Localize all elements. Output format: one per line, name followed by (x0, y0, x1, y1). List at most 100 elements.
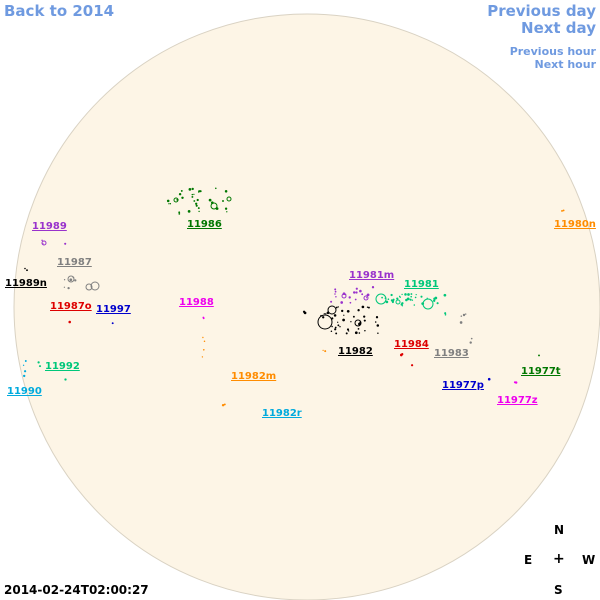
sunspot-umbra-11982 (327, 305, 337, 315)
sunspot-11986 (191, 193, 194, 196)
sunspot-11983 (462, 313, 466, 317)
sunspot-11981m (354, 298, 357, 301)
next-hour-link[interactable]: Next hour (534, 58, 597, 71)
sunspot-11982m (203, 340, 206, 342)
sunspot-umbra-11982 (317, 314, 333, 330)
sunspot-11982 (331, 317, 333, 319)
sunspot-11981 (390, 299, 393, 302)
region-label-11981[interactable]: 11981 (404, 279, 439, 290)
region-label-11982r[interactable]: 11982r (262, 408, 302, 419)
sunspot-11986 (198, 210, 200, 213)
sunspot-11992 (37, 361, 40, 364)
compass-center: + (553, 551, 565, 567)
sunspot-11987 (74, 279, 77, 282)
sunspot-11981 (398, 295, 401, 298)
sunspot-umbra-11986 (226, 196, 232, 202)
region-label-11987[interactable]: 11987 (57, 257, 92, 268)
sunspot-11981 (413, 304, 416, 306)
region-label-11983[interactable]: 11983 (434, 348, 469, 359)
region-label-11997[interactable]: 11997 (96, 304, 131, 315)
sunspot-11984 (399, 353, 403, 357)
sunspot-11982m (223, 403, 226, 406)
next-day-link[interactable]: Next day (521, 19, 596, 37)
sunspot-11981 (410, 293, 413, 295)
sunspot-umbra-11986 (210, 202, 218, 210)
sunspot-11982m (324, 350, 327, 353)
sunspot-umbra-11981m (341, 293, 347, 299)
sunspot-11982 (334, 326, 337, 329)
sunspot-11986 (195, 204, 198, 207)
sunspot-11986 (188, 188, 192, 191)
sunspot-umbra-11982 (354, 319, 362, 327)
sunspot-11981m (335, 295, 337, 298)
sunspot-11981 (409, 298, 412, 301)
region-label-11981m[interactable]: 11981m (349, 270, 395, 281)
sunspot-11990 (23, 374, 26, 378)
sunspot-11981 (415, 293, 417, 296)
sunspot-11982 (334, 328, 337, 331)
sunspot-11981 (381, 296, 383, 299)
sunspot-11982 (361, 305, 365, 309)
sunspot-11982 (345, 332, 348, 335)
sunspot-11981m (334, 288, 337, 291)
back-to-year-link[interactable]: Back to 2014 (4, 2, 115, 20)
sunspot-11982 (346, 309, 350, 313)
region-label-11989n[interactable]: 11989n (5, 278, 47, 289)
region-label-11980n[interactable]: 11980n (554, 219, 596, 230)
sunspot-11981m (352, 291, 356, 294)
sunspot-11989 (41, 239, 43, 242)
sunspot-11986 (187, 210, 191, 213)
region-label-11977t[interactable]: 11977t (521, 366, 561, 377)
region-label-11989[interactable]: 11989 (32, 221, 67, 232)
sunspot-11982m (202, 336, 204, 339)
region-label-11988[interactable]: 11988 (179, 297, 214, 308)
sunspot-11986 (166, 199, 170, 203)
sunspot-11986 (178, 213, 181, 215)
sunspot-11982 (335, 332, 338, 335)
sunspot-11981m (361, 293, 364, 296)
sunspot-11987 (67, 286, 70, 290)
region-label-11990[interactable]: 11990 (7, 386, 42, 397)
sunspot-11992 (38, 365, 42, 368)
region-label-11984[interactable]: 11984 (394, 339, 429, 350)
sunspot-11984 (410, 364, 414, 367)
sunspot-11981m (366, 297, 368, 299)
sunspot-11981 (404, 293, 407, 296)
sunspot-11990 (24, 360, 27, 362)
sunspot-11987 (63, 286, 66, 288)
sunspot-11982 (331, 325, 333, 328)
sunspot-11977t (538, 354, 540, 357)
sunspot-11986 (208, 198, 212, 202)
sunspot-11986 (199, 190, 202, 193)
sunspot-11989n (24, 267, 26, 270)
sunspot-11981m (366, 294, 368, 296)
sunspot-11986 (191, 187, 194, 191)
observation-timestamp: 2014-02-24T02:00:27 (4, 583, 149, 597)
region-label-11977p[interactable]: 11977p (442, 380, 484, 391)
sunspot-11986 (178, 211, 181, 214)
solar-disk (13, 13, 600, 600)
sunspot-umbra-11981 (422, 298, 434, 310)
region-label-11977z[interactable]: 11977z (497, 395, 538, 406)
sunspot-11982 (366, 306, 369, 308)
region-label-11986[interactable]: 11986 (187, 219, 222, 230)
sunspot-11982 (341, 309, 344, 313)
sunspot-11987 (63, 279, 66, 281)
region-label-11987o[interactable]: 11987o (50, 301, 92, 312)
sunspot-11986 (197, 207, 200, 210)
sunspot-11982 (343, 314, 345, 316)
sunspot-markings (22, 187, 565, 407)
sunspot-11977p (487, 377, 491, 381)
sunspot-11982 (363, 319, 366, 322)
region-label-11982[interactable]: 11982 (338, 346, 373, 357)
sunspot-11982m (221, 403, 225, 407)
previous-hour-link[interactable]: Previous hour (509, 45, 596, 58)
region-label-11992[interactable]: 11992 (45, 361, 80, 372)
previous-day-link[interactable]: Previous day (487, 2, 596, 20)
sunspot-11982 (367, 306, 370, 309)
region-label-11982m[interactable]: 11982m (231, 371, 277, 382)
sunspot-umbra-11986 (173, 197, 179, 203)
sunspot-11997 (111, 322, 114, 325)
